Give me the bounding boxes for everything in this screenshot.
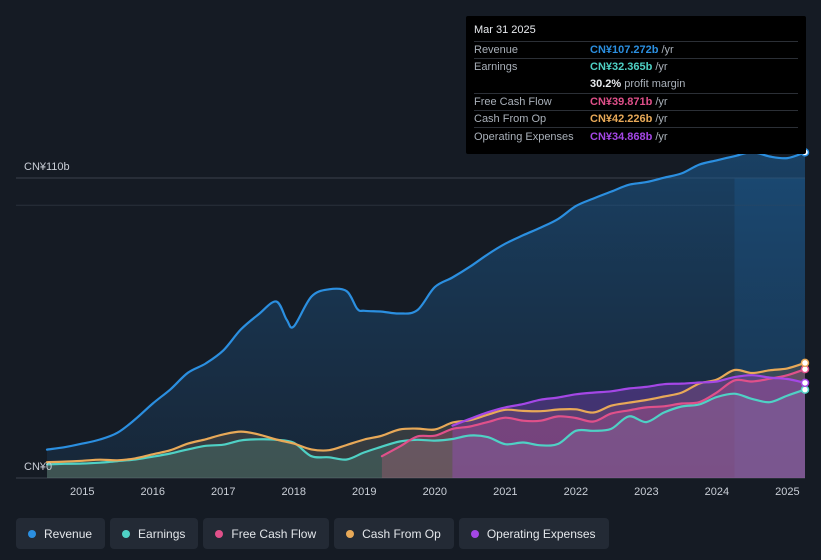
- tooltip-row-cfo: Cash From Op CN¥42.226b /yr: [474, 110, 798, 127]
- free-cash-flow-line: [380, 368, 807, 458]
- x-tick-label: 2024: [705, 486, 729, 498]
- tooltip-row-earnings: Earnings CN¥32.365b /yr: [474, 58, 798, 75]
- operating-expenses-line: [451, 374, 807, 427]
- legend: Revenue Earnings Free Cash Flow Cash Fro…: [16, 518, 609, 550]
- tooltip-value: CN¥107.272b: [590, 44, 659, 57]
- legend-item-cash-from-op[interactable]: Cash From Op: [334, 518, 454, 549]
- x-tick-label: 2022: [564, 486, 588, 498]
- tooltip-value: CN¥34.868b: [590, 130, 653, 143]
- tooltip-unit: /yr: [655, 130, 668, 143]
- series-lines: [45, 150, 807, 466]
- tooltip-row-revenue: Revenue CN¥107.272b /yr: [474, 41, 798, 58]
- earnings-endpoint: [800, 385, 810, 394]
- revenue-line: [45, 150, 807, 451]
- earnings-line: [45, 388, 807, 466]
- legend-item-revenue[interactable]: Revenue: [16, 518, 106, 549]
- free-cash-flow-area: [381, 369, 805, 478]
- legend-label: Revenue: [44, 526, 93, 541]
- x-tick-label: 2015: [70, 486, 94, 498]
- chart: CN¥110b CN¥0 2015 2016 2017 2018 2019 2020 202…: [16, 148, 810, 498]
- tooltip-margin-text: profit margin: [624, 78, 686, 91]
- y-axis-zero-label: CN¥0: [24, 461, 52, 473]
- revenue-area: [47, 152, 805, 478]
- tooltip-panel: Mar 31 2025 Revenue CN¥107.272b /yr Earn…: [466, 16, 806, 154]
- cash-from-op-line: [45, 361, 807, 464]
- cash-from-op-endpoint: [800, 358, 810, 368]
- legend-dot-icon: [346, 529, 355, 538]
- legend-item-free-cash-flow[interactable]: Free Cash Flow: [203, 518, 330, 549]
- tooltip-margin-value: 30.2%: [590, 78, 622, 91]
- tooltip-unit: /yr: [655, 96, 668, 109]
- x-tick-label: 2019: [352, 486, 376, 498]
- tooltip-unit: /yr: [655, 113, 668, 126]
- operating-expenses-area: [452, 375, 805, 478]
- tooltip-label: Free Cash Flow: [474, 96, 552, 109]
- legend-dot-icon: [470, 529, 479, 538]
- tooltip-label: Earnings: [474, 61, 518, 74]
- legend-label: Operating Expenses: [486, 526, 596, 541]
- operating-expenses-endpoint: [800, 378, 810, 388]
- series-areas: [47, 152, 805, 478]
- x-tick-label: 2025: [775, 486, 799, 498]
- tooltip-value: CN¥39.871b: [590, 96, 653, 109]
- x-tick-label: 2018: [282, 486, 306, 498]
- legend-label: Earnings: [138, 526, 186, 541]
- legend-item-operating-expenses[interactable]: Operating Expenses: [458, 518, 609, 549]
- x-tick-label: 2020: [423, 486, 447, 498]
- tooltip-row-margin: 30.2% profit margin: [474, 76, 798, 93]
- tooltip-value: CN¥42.226b: [590, 113, 653, 126]
- tooltip-row-fcf: Free Cash Flow CN¥39.871b /yr: [474, 92, 798, 110]
- tooltip-label: Revenue: [474, 44, 519, 57]
- tooltip-unit: /yr: [661, 44, 674, 57]
- tooltip-unit: /yr: [655, 61, 668, 74]
- x-axis-ticks: 2015 2016 2017 2018 2019 2020 2021 2022 2023 2024…: [70, 486, 800, 498]
- x-tick-label: 2016: [141, 486, 165, 498]
- earnings-area: [47, 389, 805, 478]
- y-axis-max-label: CN¥110b: [24, 161, 70, 173]
- tooltip-date: Mar 31 2025: [474, 24, 536, 36]
- tooltip-label: Cash From Op: [474, 113, 547, 126]
- x-tick-label: 2017: [211, 486, 235, 498]
- legend-dot-icon: [122, 529, 131, 538]
- legend-dot-icon: [215, 529, 224, 538]
- tooltip-row-opex: Operating Expenses CN¥34.868b /yr: [474, 127, 798, 144]
- x-tick-label: 2023: [634, 486, 658, 498]
- legend-label: Free Cash Flow: [231, 526, 317, 541]
- legend-dot-icon: [28, 529, 36, 538]
- x-tick-label: 2021: [493, 486, 517, 498]
- tooltip-value: CN¥32.365b: [590, 61, 653, 74]
- cash-from-op-area: [47, 362, 805, 478]
- legend-item-earnings[interactable]: Earnings: [110, 518, 199, 549]
- tooltip-label: Operating Expenses: [474, 130, 574, 143]
- legend-label: Cash From Op: [362, 526, 441, 541]
